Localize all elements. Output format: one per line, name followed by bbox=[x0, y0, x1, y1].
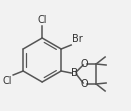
Text: Br: Br bbox=[72, 34, 83, 44]
Text: O: O bbox=[80, 59, 88, 69]
Text: B: B bbox=[71, 68, 78, 78]
Text: O: O bbox=[80, 79, 88, 89]
Text: Cl: Cl bbox=[37, 15, 47, 25]
Text: Cl: Cl bbox=[3, 76, 12, 86]
